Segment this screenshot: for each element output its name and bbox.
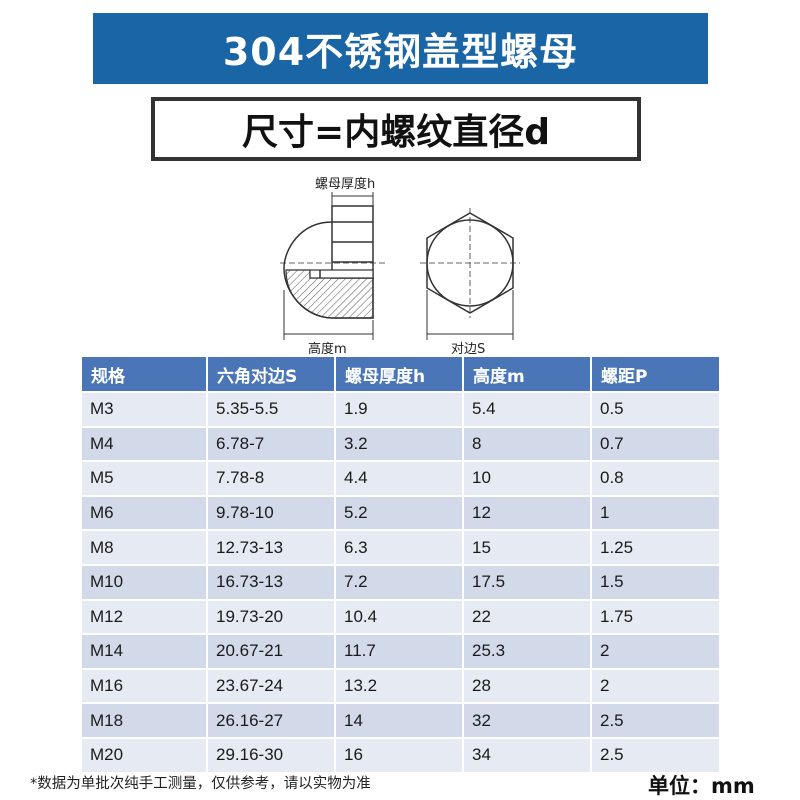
cell: 22 (464, 598, 592, 634)
page-title: 304不锈钢盖型螺母 (222, 30, 579, 74)
unit-label: 单位：mm (648, 774, 755, 798)
cell: 13.2 (336, 667, 464, 703)
cell: 4.4 (336, 460, 464, 495)
cell: 1.25 (592, 529, 719, 564)
table-header-row: 规格 六角对边S 螺母厚度h 高度m 螺距P (82, 357, 719, 391)
cell: 23.67-24 (208, 667, 336, 703)
cell: 9.78-10 (208, 494, 336, 530)
table-row: M10 16.73-13 7.2 17.5 1.5 (82, 563, 719, 599)
cell: 5.35-5.5 (208, 391, 336, 426)
technical-drawing: 螺母厚度h 高度m (280, 176, 520, 357)
table-row: M8 12.73-13 6.3 15 1.25 (82, 529, 719, 564)
cell: 11.7 (336, 633, 464, 668)
col-header-height: 高度m (464, 357, 592, 391)
table-row: M12 19.73-20 10.4 22 1.75 (82, 598, 719, 634)
cell: 5.4 (464, 391, 592, 426)
cell: M4 (82, 425, 208, 461)
cell: M20 (82, 736, 208, 772)
table-row: M4 6.78-7 3.2 8 0.7 (82, 425, 719, 461)
across-label: 对边S (451, 342, 485, 357)
disclaimer-note: *数据为单批次纯手工测量，仅供参考，请以实物为准 (30, 776, 371, 792)
cell: 14 (336, 702, 464, 737)
col-header-across: 六角对边S (208, 357, 336, 391)
cell: M12 (82, 598, 208, 634)
table-row: M20 29.16-30 16 34 2.5 (82, 736, 719, 772)
cell: 3.2 (336, 425, 464, 461)
spec-table: 规格 六角对边S 螺母厚度h 高度m 螺距P M3 5.35-5.5 1.9 5.4 0… (82, 357, 719, 772)
size-definition: 尺寸=内螺纹直径d (242, 112, 550, 153)
cell: 6.78-7 (208, 425, 336, 461)
cell: 10 (464, 460, 592, 495)
thickness-label: 螺母厚度h (315, 176, 375, 192)
cell: 1.9 (336, 391, 464, 426)
cell: 16 (336, 736, 464, 772)
cell: 2.5 (592, 736, 719, 772)
side-view (280, 205, 388, 319)
cell: 6.3 (336, 529, 464, 564)
cell: 17.5 (464, 563, 592, 599)
title-banner: 304不锈钢盖型螺母 (93, 13, 708, 84)
cell: 12.73-13 (208, 529, 336, 564)
col-header-thickness: 螺母厚度h (336, 357, 464, 391)
cell: 32 (464, 702, 592, 737)
cell: 29.16-30 (208, 736, 336, 772)
col-header-spec: 规格 (82, 357, 208, 391)
cell: 5.2 (336, 494, 464, 530)
cell: 34 (464, 736, 592, 772)
table-row: M14 20.67-21 11.7 25.3 2 (82, 633, 719, 668)
cell: M18 (82, 702, 208, 737)
cap-nut-diagram: 螺母厚度h 高度m (270, 170, 530, 360)
cell: 15 (464, 529, 592, 564)
cell: 7.2 (336, 563, 464, 599)
cell: 8 (464, 425, 592, 461)
cell: 10.4 (336, 598, 464, 634)
col-header-pitch: 螺距P (592, 357, 719, 391)
cell: 0.8 (592, 460, 719, 495)
cell: 1 (592, 494, 719, 530)
cell: 7.78-8 (208, 460, 336, 495)
cell: M6 (82, 494, 208, 530)
cell: 16.73-13 (208, 563, 336, 599)
cell: 0.5 (592, 391, 719, 426)
cell: 20.67-21 (208, 633, 336, 668)
table-row: M3 5.35-5.5 1.9 5.4 0.5 (82, 391, 719, 426)
cell: 2 (592, 667, 719, 703)
cell: 2 (592, 633, 719, 668)
cell: 12 (464, 494, 592, 530)
cell: 26.16-27 (208, 702, 336, 737)
subtitle-box: 尺寸=内螺纹直径d (151, 97, 641, 161)
cell: M16 (82, 667, 208, 703)
cell: 28 (464, 667, 592, 703)
cell: M5 (82, 460, 208, 495)
table-row: M5 7.78-8 4.4 10 0.8 (82, 460, 719, 495)
cell: 1.5 (592, 563, 719, 599)
table-row: M16 23.67-24 13.2 28 2 (82, 667, 719, 703)
cell: M14 (82, 633, 208, 668)
cell: 2.5 (592, 702, 719, 737)
table-row: M18 26.16-27 14 32 2.5 (82, 702, 719, 737)
cell: 0.7 (592, 425, 719, 461)
cell: M3 (82, 391, 208, 426)
cell: 1.75 (592, 598, 719, 634)
top-view (420, 208, 520, 318)
cell: M8 (82, 529, 208, 564)
cell: 19.73-20 (208, 598, 336, 634)
table-row: M6 9.78-10 5.2 12 1 (82, 494, 719, 530)
height-label: 高度m (308, 341, 347, 357)
cell: 25.3 (464, 633, 592, 668)
cell: M10 (82, 563, 208, 599)
